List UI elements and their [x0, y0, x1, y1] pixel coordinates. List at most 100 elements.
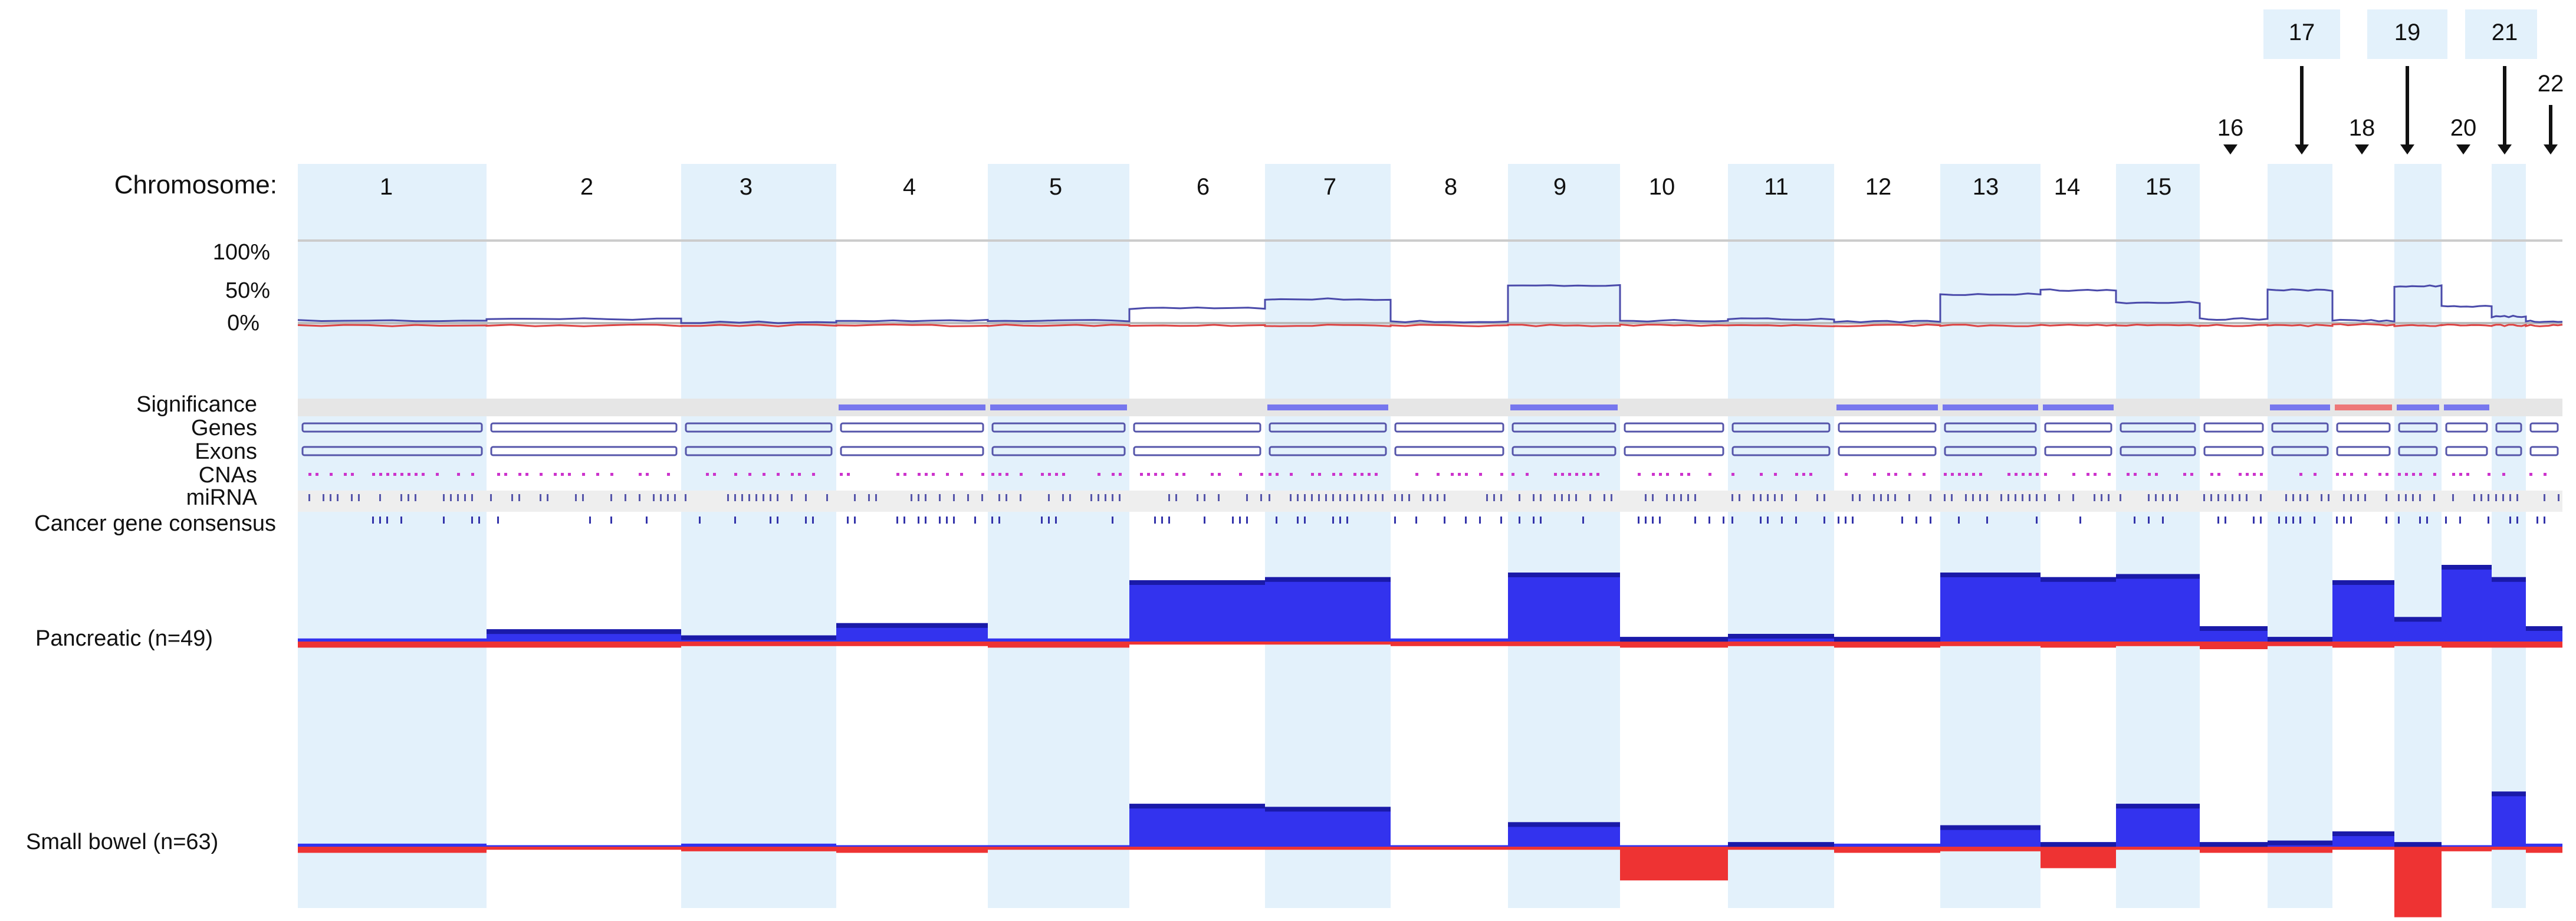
cna-mark — [1972, 473, 1975, 476]
loss-bar-chr-7 — [1265, 642, 1391, 645]
cancer-gene-mark — [2314, 517, 2315, 524]
cna-mark — [1048, 473, 1051, 476]
cancer-gene-mark — [478, 517, 480, 524]
gain-edge-chr-6 — [1129, 804, 1265, 809]
cna-mark — [1353, 473, 1356, 476]
mirna-mark — [1880, 494, 1882, 501]
gain-bar-chr-18 — [2332, 580, 2394, 642]
mirna-mark — [2299, 494, 2301, 501]
mirna-mark — [511, 494, 513, 501]
chromosome-label-9: 9 — [1553, 174, 1566, 200]
significance-chr-13 — [1943, 404, 2038, 410]
mirna-mark — [2292, 494, 2294, 501]
mirna-mark — [1781, 494, 1783, 501]
gain-edge-chr-16 — [2200, 842, 2268, 847]
cancer-gene-mark — [372, 517, 374, 524]
gain-bar-chr-8 — [1391, 845, 1508, 847]
mirna-mark — [308, 494, 310, 501]
arrow-head-chr-19 — [2400, 144, 2414, 154]
loss-bar-chr-17 — [2268, 642, 2332, 646]
cna-mark — [1958, 473, 1961, 476]
cancer-gene-mark — [1346, 517, 1348, 524]
ytick-100: 100% — [213, 240, 270, 265]
mirna-mark — [1540, 494, 1542, 501]
exons-chr-10 — [1624, 446, 1724, 456]
cancer-gene-mark — [2225, 517, 2226, 524]
mirna-mark — [1444, 494, 1445, 501]
loss-bar-chr-5 — [988, 847, 1129, 850]
gain-edge-chr-2 — [487, 629, 681, 634]
chromosome-label-12: 12 — [1865, 174, 1892, 200]
mirna-mark — [1930, 494, 1931, 501]
cna-mark — [2022, 473, 2025, 476]
chromosome-label-10: 10 — [1649, 174, 1675, 200]
cancer-gene-mark — [1519, 517, 1520, 524]
gain-edge-chr-7 — [1265, 807, 1391, 812]
exons-chr-1 — [301, 446, 483, 456]
cna-mark — [1276, 473, 1279, 476]
mirna-mark — [1519, 494, 1520, 501]
cancer-gene-mark — [1795, 517, 1797, 524]
cna-mark — [1154, 473, 1157, 476]
cna-mark — [1951, 473, 1954, 476]
cna-mark — [1582, 473, 1585, 476]
mirna-mark — [1006, 494, 1007, 501]
genes-chr-6 — [1133, 422, 1261, 433]
genes-chr-11 — [1731, 422, 1831, 433]
mirna-mark — [1339, 494, 1341, 501]
cancer-gene-mark — [2386, 517, 2387, 524]
cna-mark — [1873, 473, 1876, 476]
cna-mark — [1119, 473, 1122, 476]
genes-chr-7 — [1269, 422, 1387, 433]
cancer-gene-mark — [1540, 517, 1542, 524]
mirna-mark — [1561, 494, 1563, 501]
mirna-mark — [1694, 494, 1696, 501]
cna-mark — [713, 473, 716, 476]
mirna-mark — [1175, 494, 1177, 501]
band-chr-21 — [2492, 164, 2526, 908]
track-label-exons: Exons — [195, 439, 257, 464]
genes-chr-5 — [991, 422, 1126, 433]
cancer-gene-mark — [1708, 517, 1710, 524]
mirna-mark — [1422, 494, 1424, 501]
cna-mark — [1575, 473, 1578, 476]
cancer-gene-mark — [925, 517, 926, 524]
loss-bar-chr-11 — [1728, 847, 1834, 850]
cna-mark — [667, 473, 670, 476]
mirna-mark — [2101, 494, 2102, 501]
mirna-mark — [1204, 494, 1205, 501]
summary-series — [297, 284, 2563, 328]
cna-mark — [504, 473, 507, 476]
mirna-mark — [2203, 494, 2205, 501]
mirna-mark — [1944, 494, 1946, 501]
cancer-gene-mark — [2398, 517, 2400, 524]
exons-chr-12 — [1838, 446, 1937, 456]
mirna-mark — [2433, 494, 2435, 501]
mirna-mark — [471, 494, 473, 501]
cna-mark — [2419, 473, 2422, 476]
mirna-mark — [1589, 494, 1591, 501]
cna-mark — [1339, 473, 1342, 476]
cancer-gene-mark — [386, 517, 388, 524]
mirna-mark — [1731, 494, 1733, 501]
loss-bar-chr-12 — [1834, 847, 1940, 853]
mirna-mark — [1680, 494, 1682, 501]
genes-chr-3 — [685, 422, 833, 433]
chromosome-label-11: 11 — [1764, 174, 1789, 200]
label-box-chr-19 — [2367, 9, 2447, 59]
gain-bar-chr-15 — [2116, 574, 2200, 642]
cancer-gene-mark — [1246, 517, 1248, 524]
genes-chr-10 — [1624, 422, 1724, 433]
exons-chr-13 — [1944, 446, 2037, 456]
cna-mark — [798, 473, 801, 476]
cancer-gene-mark — [903, 517, 905, 524]
loss-bar-chr-3 — [681, 847, 836, 851]
significance-chr-19 — [2397, 404, 2439, 410]
summary-line-gain — [297, 284, 2563, 324]
loss-bar-chr-9 — [1508, 642, 1620, 646]
arrow-head-chr-17 — [2295, 144, 2309, 154]
genes-chr-2 — [490, 422, 678, 433]
cancer-gene-mark — [918, 517, 919, 524]
arrow-head-chr-18 — [2355, 144, 2369, 154]
cohort-label-small-bowel: Small bowel (n=63) — [26, 830, 218, 854]
